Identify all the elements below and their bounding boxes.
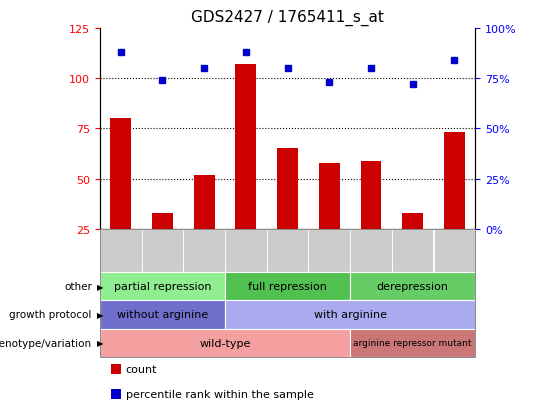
Bar xyxy=(235,65,256,229)
Text: count: count xyxy=(126,364,157,374)
Text: partial repression: partial repression xyxy=(114,282,211,292)
Bar xyxy=(194,175,214,229)
Title: GDS2427 / 1765411_s_at: GDS2427 / 1765411_s_at xyxy=(191,10,384,26)
Text: wild-type: wild-type xyxy=(199,338,251,348)
Bar xyxy=(361,161,381,229)
Text: with arginine: with arginine xyxy=(314,310,387,320)
Text: genotype/variation: genotype/variation xyxy=(0,338,92,348)
Text: percentile rank within the sample: percentile rank within the sample xyxy=(126,389,314,399)
Text: derepression: derepression xyxy=(377,282,449,292)
Text: arginine repressor mutant: arginine repressor mutant xyxy=(353,338,472,347)
Bar xyxy=(402,213,423,229)
Bar xyxy=(319,163,340,229)
Text: full repression: full repression xyxy=(248,282,327,292)
Text: growth protocol: growth protocol xyxy=(9,310,92,320)
Bar xyxy=(152,213,173,229)
Text: ▶: ▶ xyxy=(97,338,104,347)
Bar xyxy=(110,119,131,229)
Bar xyxy=(277,149,298,229)
Text: ▶: ▶ xyxy=(97,310,104,319)
Text: other: other xyxy=(64,282,92,292)
Text: without arginine: without arginine xyxy=(117,310,208,320)
Bar xyxy=(444,133,465,229)
Text: ▶: ▶ xyxy=(97,282,104,291)
